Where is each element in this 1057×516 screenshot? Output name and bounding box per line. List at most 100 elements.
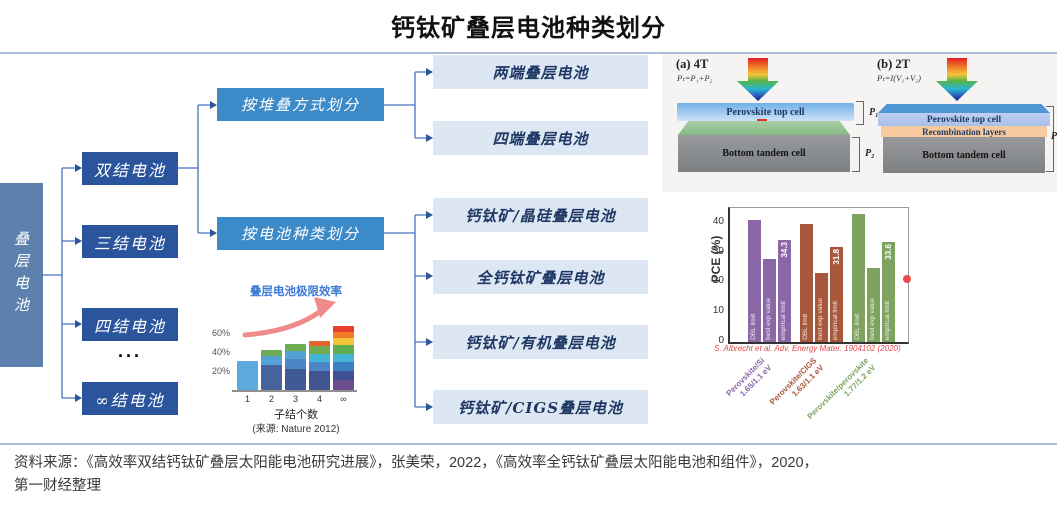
pce-citation: S. Albrecht et al. Adv. Energy Mater. 19… xyxy=(714,344,901,353)
figure-b-label: (b) 2T xyxy=(877,57,910,71)
pce-bar-name: empirical limit xyxy=(778,301,791,340)
bar-segment xyxy=(261,355,282,366)
nature-y-tick: 60% xyxy=(211,328,230,339)
pce-bar-name-text: empirical limit xyxy=(884,300,892,340)
2t-top-cell-slab: Perovskite top cell xyxy=(878,113,1050,126)
pce-bar-DBL-limit: DBL limit xyxy=(748,219,761,342)
nature-bar-∞ xyxy=(333,325,354,390)
leaf-label: 钙钛矿/晶硅叠层电池 xyxy=(465,206,616,225)
pce-bar-name-text: empirical limit xyxy=(780,300,788,340)
leaf-label: 钙钛矿/有机叠层电池 xyxy=(465,333,616,352)
4t-top-cell-slab: Perovskite top cell xyxy=(677,103,854,121)
bar-segment xyxy=(309,340,330,346)
nature-x-tick: 4 xyxy=(316,394,322,404)
leaf-label: 钙钛矿/CIGS叠层电池 xyxy=(457,398,624,417)
p1-bracket xyxy=(856,101,864,125)
leaf-four-terminal: 四端叠层电池 xyxy=(433,121,648,155)
pce-bar-name-text: best exp value xyxy=(869,298,877,340)
pce-bar-name-text: best exp value xyxy=(817,298,825,340)
pce-bar-name: empirical limit xyxy=(882,301,895,340)
nature-x-tick: 2 xyxy=(268,394,274,404)
nature-bar-3 xyxy=(285,343,306,390)
bar-segment xyxy=(285,351,306,359)
bottom-divider xyxy=(0,443,1057,445)
bar-segment xyxy=(285,369,306,390)
pce-bar-empirical-limit: empirical limit 34.3 xyxy=(778,239,791,342)
pce-bar-name: best exp value xyxy=(867,298,880,340)
bar-segment xyxy=(309,361,330,372)
page-title: 钙钛矿叠层电池种类划分 xyxy=(391,15,666,42)
nature-x-axis-line xyxy=(232,390,357,392)
root-node-tandem-cell: 叠层电池 xyxy=(0,183,43,367)
pce-bar-name: best exp value xyxy=(763,298,776,340)
pce-group-1: DBL limit best exp value empirical limit 31… xyxy=(800,224,843,342)
pce-bar-name: DBL limit xyxy=(800,314,813,340)
nature-x-tick: ∞ xyxy=(340,394,347,404)
nature-source-caption: (来源: Nature 2012) xyxy=(252,424,340,435)
nature-chart-title: 叠层电池极限效率 xyxy=(250,286,342,298)
leaf-label: 两端叠层电池 xyxy=(492,63,589,82)
4t-bottom-cell-label: Bottom tandem cell xyxy=(722,148,806,159)
red-marker-dot xyxy=(903,275,911,283)
category-node-stacking-method: 按堆叠方式划分 xyxy=(217,88,384,121)
junction-node-triple: 三结电池 xyxy=(82,225,178,258)
2t-bottom-cell-label: Bottom tandem cell xyxy=(922,149,1006,161)
pce-value-text: 33.6 xyxy=(883,243,893,260)
nature-x-axis-label: 子结个数 xyxy=(274,409,318,421)
bar-segment xyxy=(309,371,330,390)
pce-bar-empirical-limit: empirical limit 31.8 xyxy=(830,247,843,342)
bar-segment xyxy=(285,343,306,352)
nature-x-ticks: 1 2 3 4 ∞ xyxy=(237,394,354,404)
leaf-perovskite-cigs: 钙钛矿/CIGS叠层电池 xyxy=(433,390,648,424)
nature-bar-4 xyxy=(309,340,330,390)
leaf-perovskite-silicon: 钙钛矿/晶硅叠层电池 xyxy=(433,198,648,232)
nature-bars xyxy=(237,319,354,390)
bar-segment xyxy=(333,325,354,333)
nature-y-tick: 40% xyxy=(211,347,230,358)
pce-value-text: 34.3 xyxy=(779,241,789,258)
nature-y-tick: 20% xyxy=(211,366,230,377)
source-note-line2: 第一财经整理 xyxy=(14,478,101,495)
category-node-cell-type: 按电池种类划分 xyxy=(217,217,384,250)
pce-y-tick: 20 xyxy=(712,275,724,287)
leaf-all-perovskite: 全钙钛矿叠层电池 xyxy=(433,260,648,294)
p1-label: P₁ xyxy=(869,107,879,118)
junction-node-label: 三结电池 xyxy=(93,233,166,253)
nature-y-axis: 20% 40% 60% xyxy=(202,319,234,390)
nature-x-tick: 1 xyxy=(244,394,250,404)
p2-bracket xyxy=(852,137,860,172)
bar-segment xyxy=(237,360,258,390)
bar-segment xyxy=(333,337,354,345)
pce-bar-empirical-limit: empirical limit 33.6 xyxy=(882,241,895,342)
pce-bar-name-text: DBL limit xyxy=(854,314,862,340)
pce-bar-name: DBL limit xyxy=(852,314,865,340)
2t-top-cell-label: Perovskite top cell xyxy=(926,114,1002,125)
2t-recombination-slab: Recombination layers xyxy=(881,126,1047,137)
category-node-label: 按电池种类划分 xyxy=(240,225,360,243)
pce-bar-name-text: DBL limit xyxy=(750,314,758,340)
4t-top-cell-label: Perovskite top cell xyxy=(726,106,805,118)
pce-y-tick: 40 xyxy=(712,215,724,227)
2t-recombination-label: Recombination layers xyxy=(922,126,1006,137)
junction-node-label: 四结电池 xyxy=(93,316,166,336)
bar-segment xyxy=(333,332,354,338)
p-bracket xyxy=(1046,106,1054,172)
leaf-perovskite-organic: 钙钛矿/有机叠层电池 xyxy=(433,325,648,359)
root-node-label: 叠层电池 xyxy=(12,231,30,319)
2t-top-face xyxy=(878,104,1050,113)
pce-bar-name-text: DBL limit xyxy=(802,314,810,340)
bar-segment xyxy=(333,354,354,362)
pce-group-2: DBL limit best exp value empirical limit 33… xyxy=(852,213,895,342)
pce-y-ticks: 0 10 20 30 40 xyxy=(706,207,724,346)
leaf-two-terminal: 两端叠层电池 xyxy=(433,55,648,89)
bar-segment xyxy=(285,358,306,370)
source-note: 资料来源：《高效率双结钙钛矿叠层太阳能电池研究进展》，张美荣，2022，《高效率… xyxy=(14,452,1044,498)
category-node-label: 按堆叠方式划分 xyxy=(240,96,360,114)
figure-a-label: (a) 4T xyxy=(676,57,709,71)
rainbow-arrow-icon xyxy=(947,58,967,81)
bar-segment xyxy=(309,345,330,355)
pce-y-tick: 30 xyxy=(712,245,724,257)
pce-value-label: 33.6 xyxy=(882,244,895,260)
pce-bar-best-exp-value: best exp value xyxy=(815,272,828,342)
